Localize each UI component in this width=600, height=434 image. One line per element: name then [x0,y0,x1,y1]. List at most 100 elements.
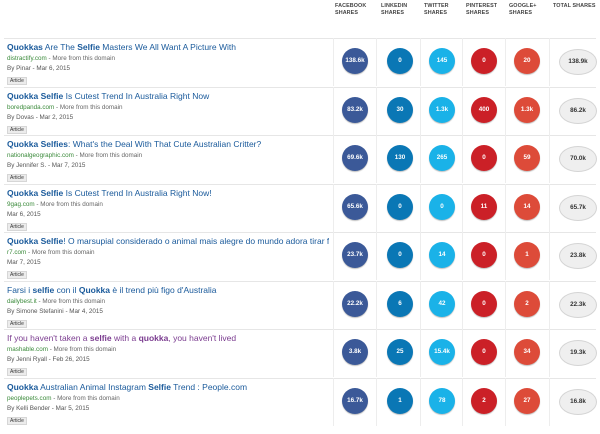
linkedin-share-count[interactable]: 6 [387,290,413,317]
linkedin-share-count[interactable]: 0 [387,48,413,74]
column-divider [376,86,377,135]
more-from-domain-link[interactable]: - More from this domain [54,103,123,111]
googleplus-share-count[interactable]: 1.3k [514,96,540,123]
googleplus-share-count[interactable]: 59 [514,145,540,171]
twitter-share-count[interactable]: 1.3k [429,96,455,123]
title-text: Masters We All Want A Picture With [99,42,236,52]
title-text: ! O marsupial considerado o animal mais … [63,236,329,246]
more-from-domain-link[interactable]: - More from this domain [36,297,106,305]
article-title-link[interactable]: Quokkas Are The Selfie Masters We All Wa… [7,42,329,52]
more-from-domain-link[interactable]: - More from this domain [26,249,95,256]
facebook-share-count[interactable]: 16.7k [342,387,368,414]
domain-link[interactable]: nationalgeographic.com [7,152,74,159]
header-pinterest-shares[interactable]: PINTEREST SHARES [466,3,498,16]
header-googleplus-shares[interactable]: GOOGLE+ SHARES [509,3,537,16]
total-share-count: 23.8k [559,243,597,269]
googleplus-share-count[interactable]: 1 [514,242,540,268]
article-row: Quokka Australian Animal Instagram Selfi… [0,377,600,426]
twitter-share-count[interactable]: 265 [429,145,455,171]
googleplus-share-count[interactable]: 2 [514,290,540,317]
domain-link[interactable]: 9gag.com [7,200,35,208]
article-title-link[interactable]: Quokka Selfie! O marsupial considerado o… [7,236,329,246]
twitter-share-count[interactable]: 145 [429,48,455,74]
total-share-count: 19.3k [559,340,597,366]
facebook-share-count[interactable]: 65.6k [342,193,368,220]
article-row: Farsi i selfie con il Quokka è il trend … [0,280,600,329]
title-text: con il [54,284,79,295]
facebook-share-count[interactable]: 69.6k [342,145,368,171]
facebook-share-count[interactable]: 3.8k [342,339,368,365]
pinterest-share-count[interactable]: 400 [471,96,497,123]
domain-link[interactable]: peoplepets.com [7,394,52,402]
pinterest-share-count[interactable]: 0 [471,48,497,74]
domain-link[interactable]: dailybest.it [7,297,37,305]
twitter-share-count[interactable]: 78 [429,387,455,414]
linkedin-share-count[interactable]: 1 [387,387,413,414]
more-from-domain-link[interactable]: - More from this domain [73,152,143,159]
column-divider [376,280,377,329]
linkedin-share-count[interactable]: 0 [387,242,413,268]
keyword-highlight: Quokka [7,139,39,149]
article-type-badge: Article [7,222,27,231]
header-facebook-shares[interactable]: FACEBOOK SHARES [335,3,367,16]
column-divider [376,135,377,183]
article-source: nationalgeographic.com - More from this … [7,152,142,159]
linkedin-share-count[interactable]: 30 [387,96,413,123]
article-type-badge: Article [7,125,27,134]
twitter-share-count[interactable]: 0 [429,193,455,220]
column-divider [376,38,377,86]
pinterest-share-count[interactable]: 0 [471,145,497,171]
pinterest-share-count[interactable]: 0 [471,242,497,268]
more-from-domain-link[interactable]: - More from this domain [46,55,116,62]
column-divider [420,183,421,232]
googleplus-share-count[interactable]: 27 [514,387,540,414]
facebook-share-count[interactable]: 22.2k [342,290,368,317]
linkedin-share-count[interactable]: 130 [387,145,413,171]
column-divider [549,280,550,329]
row-divider [4,329,596,330]
column-divider [462,329,463,377]
googleplus-share-count[interactable]: 20 [514,48,540,74]
facebook-share-count[interactable]: 138.6k [342,48,368,74]
domain-link[interactable]: boredpanda.com [7,103,55,111]
title-text: Are The [42,42,78,52]
keyword-highlight: Quokka [7,236,39,246]
article-title-link[interactable]: Farsi i selfie con il Quokka è il trend … [7,285,329,295]
column-divider [549,135,550,183]
article-title-link[interactable]: Quokka Selfies: What's the Deal With Tha… [7,139,329,149]
twitter-share-count[interactable]: 15.4k [429,339,455,365]
total-share-count: 70.0k [559,146,597,172]
facebook-share-count[interactable]: 23.7k [342,242,368,268]
article-title-link[interactable]: If you haven't taken a selfie with a quo… [7,333,329,343]
pinterest-share-count[interactable]: 0 [471,290,497,317]
column-divider [420,232,421,280]
pinterest-share-count[interactable]: 11 [471,193,497,220]
article-title-link[interactable]: Quokka Selfie Is Cutest Trend In Austral… [7,188,329,198]
more-from-domain-link[interactable]: - More from this domain [47,346,117,353]
pinterest-share-count[interactable]: 2 [471,387,497,414]
header-total-shares[interactable]: TOTAL SHARES [553,3,596,9]
facebook-share-count[interactable]: 83.2k [342,96,368,123]
googleplus-share-count[interactable]: 34 [514,339,540,365]
domain-link[interactable]: distractify.com [7,55,47,62]
linkedin-share-count[interactable]: 25 [387,339,413,365]
title-text: Australian Animal Instagram [38,381,149,392]
pinterest-share-count[interactable]: 0 [471,339,497,365]
article-title-link[interactable]: Quokka Australian Animal Instagram Selfi… [7,382,329,392]
more-from-domain-link[interactable]: - More from this domain [34,200,103,208]
header-linkedin-shares[interactable]: LINKEDIN SHARES [381,3,408,16]
googleplus-share-count[interactable]: 14 [514,193,540,220]
twitter-share-count[interactable]: 42 [429,290,455,317]
article-source: peoplepets.com - More from this domain [7,395,120,402]
more-from-domain-link[interactable]: - More from this domain [51,394,120,402]
header-twitter-shares[interactable]: TWITTER SHARES [424,3,449,16]
article-source: dailybest.it - More from this domain [7,298,105,305]
title-text: Farsi i [7,284,33,295]
twitter-share-count[interactable]: 14 [429,242,455,268]
title-text: , you haven't lived [168,333,237,343]
domain-link[interactable]: r7.com [7,249,27,256]
linkedin-share-count[interactable]: 0 [387,193,413,220]
article-title-link[interactable]: Quokka Selfie Is Cutest Trend In Austral… [7,91,329,101]
column-divider [376,377,377,426]
domain-link[interactable]: mashable.com [7,346,48,353]
